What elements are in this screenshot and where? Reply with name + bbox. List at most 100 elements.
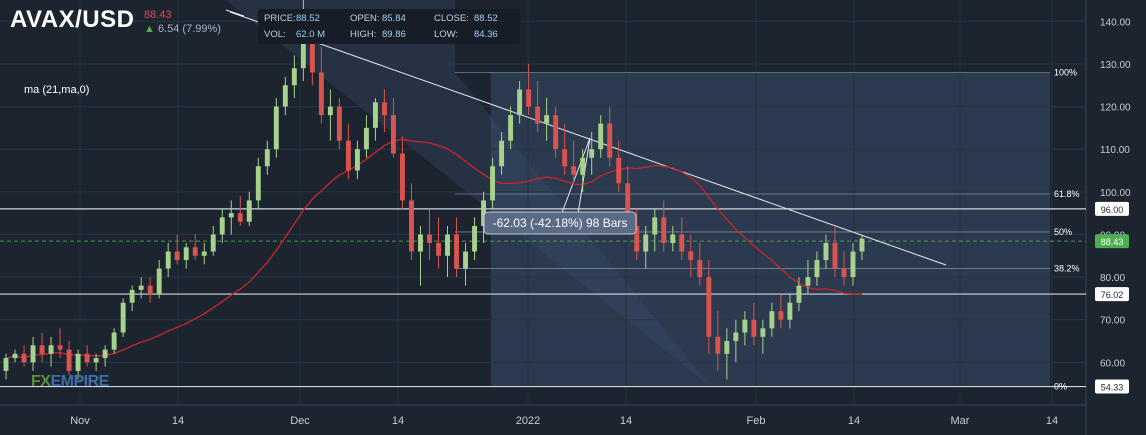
symbol-title: AVAX/USD [10,6,135,33]
candle [742,311,748,346]
candle [327,89,333,141]
candle [859,234,865,261]
fib-level-label: 50% [1054,227,1072,237]
candle [472,217,477,261]
candle-body [715,336,721,354]
candle [409,183,414,261]
candle [679,217,685,261]
candle [291,55,297,99]
candle-body [670,234,676,243]
candle [354,140,360,180]
x-tick-label: 14 [1046,415,1058,427]
candle-body [219,217,225,235]
candle-body [264,149,270,167]
y-tick-label: 80.00 [1100,273,1125,284]
candle-body [363,127,369,150]
candle [336,98,342,150]
last-price: 88.43 [144,9,172,21]
candle-body [300,42,306,69]
candle-body [634,225,640,252]
candle [652,208,658,252]
candle [814,251,820,286]
candle [598,115,604,158]
candle [246,191,252,226]
candle [796,277,802,312]
x-tick-label: Nov [70,415,90,427]
x-tick-label: 14 [172,415,184,427]
x-tick-label: 14 [392,415,404,427]
candle-body [598,123,604,150]
candle-body [156,268,162,295]
candle-body [472,225,477,252]
candle-body [318,72,324,116]
measure-label-box [483,211,637,235]
candle [733,319,739,363]
candle [823,234,829,269]
candle [463,243,468,286]
candle-body [111,332,117,350]
candle [381,89,387,133]
moving-average-line [5,138,863,359]
candle [174,234,180,265]
candle-body [580,157,586,175]
price-tag-label: 54.33 [1101,383,1124,393]
candle [102,345,108,367]
candle-body [102,349,108,359]
candle-body [859,238,865,252]
price-tag-label: 88.43 [1101,237,1124,247]
candle [454,217,459,278]
candle [436,217,441,269]
candle [580,149,586,192]
candle [832,225,838,278]
candle-body [508,115,514,141]
candle [526,63,532,116]
candle [535,81,541,133]
trendline-cap [225,9,245,17]
ohlc-panel: PRICE: 88.52 OPEN: 85.84 CLOSE: 88.52 VO… [258,9,520,44]
candle [75,349,81,380]
fib-zone-diagonal [226,0,711,387]
candle-body [751,319,757,337]
candle-body [760,328,766,337]
candle-body [742,319,748,333]
candle-body [336,106,342,141]
candle-body [724,341,730,354]
candle-body [490,166,496,201]
candle-body [616,157,622,184]
candle [111,328,117,354]
candle-body [400,153,405,201]
fib-level-label: 0% [1054,382,1067,392]
candle [30,336,36,371]
candle-body [436,243,441,256]
candle-body [832,243,838,269]
candle-body [544,115,550,124]
candle-body [309,42,315,73]
price-tag [1095,201,1129,216]
candle-body [823,243,829,261]
candle-body [589,149,595,158]
candle-body [147,285,153,295]
candle-body [75,353,81,371]
candle [282,76,288,116]
candle-body [733,332,739,342]
candle-body [805,277,811,286]
candle-body [192,247,198,256]
candle [751,302,757,346]
candle [760,319,766,354]
candle-body [12,353,18,359]
candle [120,298,126,337]
candle [39,332,45,363]
candle [607,106,613,167]
candle-body [93,358,99,363]
candle [93,353,99,371]
candle [643,225,649,269]
price-tag-label: 76.02 [1101,290,1124,300]
x-tick-label: Mar [951,415,970,427]
candle [490,157,496,209]
price-change-value: 6.54 (7.99%) [157,23,221,35]
candle-body [381,102,387,116]
candle [183,243,189,269]
y-tick-label: 130.00 [1100,60,1131,71]
candle-body [48,345,54,354]
